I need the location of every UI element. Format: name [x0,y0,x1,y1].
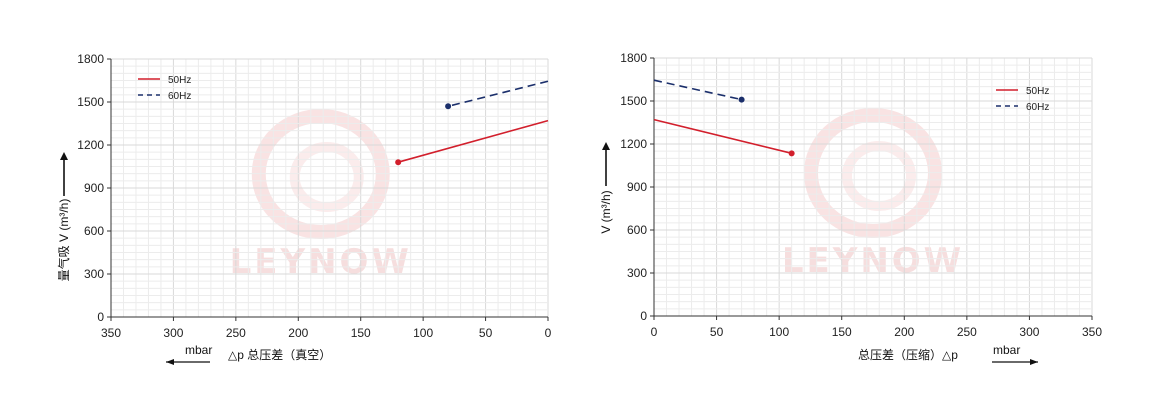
y-axis-label: 量气吸 V (m³/h) [56,199,71,282]
y-tick-label: 1500 [620,94,647,108]
x-unit-arrowhead [1030,359,1038,365]
legend-label: 50Hz [168,75,191,86]
watermark-logo: LEYNOW [230,109,412,282]
watermark-text: LEYNOW [782,241,964,281]
x-tick-label: 200 [894,325,914,339]
legend-label: 60Hz [168,91,191,102]
series-50Hz [395,119,549,166]
legend: 50Hz 60Hz [138,75,191,102]
x-unit-label: mbar [993,343,1020,357]
x-tick-label: 300 [163,326,183,340]
x-unit-arrowhead [166,359,174,365]
x-tick-label: 150 [351,326,371,340]
grid [110,58,549,318]
series-endpoint [395,159,402,166]
y-tick-label: 0 [640,309,647,323]
legend: 50Hz 60Hz [996,86,1049,113]
series-60Hz [653,79,745,103]
series-endpoint [738,96,745,103]
x-tick-label: 200 [288,326,308,340]
x-tick-label: 100 [769,325,789,339]
x-tick-label: 100 [413,326,433,340]
series-60Hz [445,80,549,110]
series-endpoint [788,150,795,157]
x-unit-label: mbar [185,343,212,357]
y-tick-label: 900 [627,180,647,194]
x-tick-label: 350 [1082,325,1102,339]
x-axis-label: △p 总压差（真空） [228,348,331,362]
watermark-logo: LEYNOW [782,108,964,281]
x-tick-label: 300 [1019,325,1039,339]
y-tick-label: 900 [84,181,104,195]
x-tick-label: 250 [957,325,977,339]
y-tick-label: 300 [627,266,647,280]
series-50Hz [653,118,795,157]
y-tick-label: 600 [84,224,104,238]
y-tick-label: 1500 [77,95,104,109]
legend-label: 50Hz [1026,86,1049,97]
series-line [447,80,549,108]
y-axis-arrowhead [602,142,610,150]
y-axis-arrowhead [60,152,68,160]
x-tick-label: 150 [832,325,852,339]
legend-label: 60Hz [1026,102,1049,113]
chart-2: LEYNOW 0 300 600 900 1200 1500 1800 0 50 100 150 200… [599,51,1102,365]
series-line [653,79,742,101]
y-tick-label: 0 [97,310,104,324]
y-tick-label: 1200 [620,137,647,151]
x-axis-label: 总压差（压缩）△p [858,347,958,362]
y-tick-label: 1800 [620,51,647,65]
y-axis-label: V (m³/h) [599,190,613,233]
x-tick-label: 250 [226,326,246,340]
x-tick-label: 350 [101,326,121,340]
y-tick-label: 1800 [77,52,104,66]
watermark-text: LEYNOW [230,242,412,282]
series-line [653,118,792,155]
watermark-inner-ring [289,142,364,212]
x-tick-label: 50 [710,325,724,339]
y-tick-label: 1200 [77,138,104,152]
series-endpoint [445,103,452,110]
x-tick-label: 0 [545,326,552,340]
y-tick-label: 300 [84,267,104,281]
x-tick-label: 0 [651,325,658,339]
x-tick-label: 50 [479,326,493,340]
series-line [397,119,549,163]
y-tick-label: 600 [627,223,647,237]
